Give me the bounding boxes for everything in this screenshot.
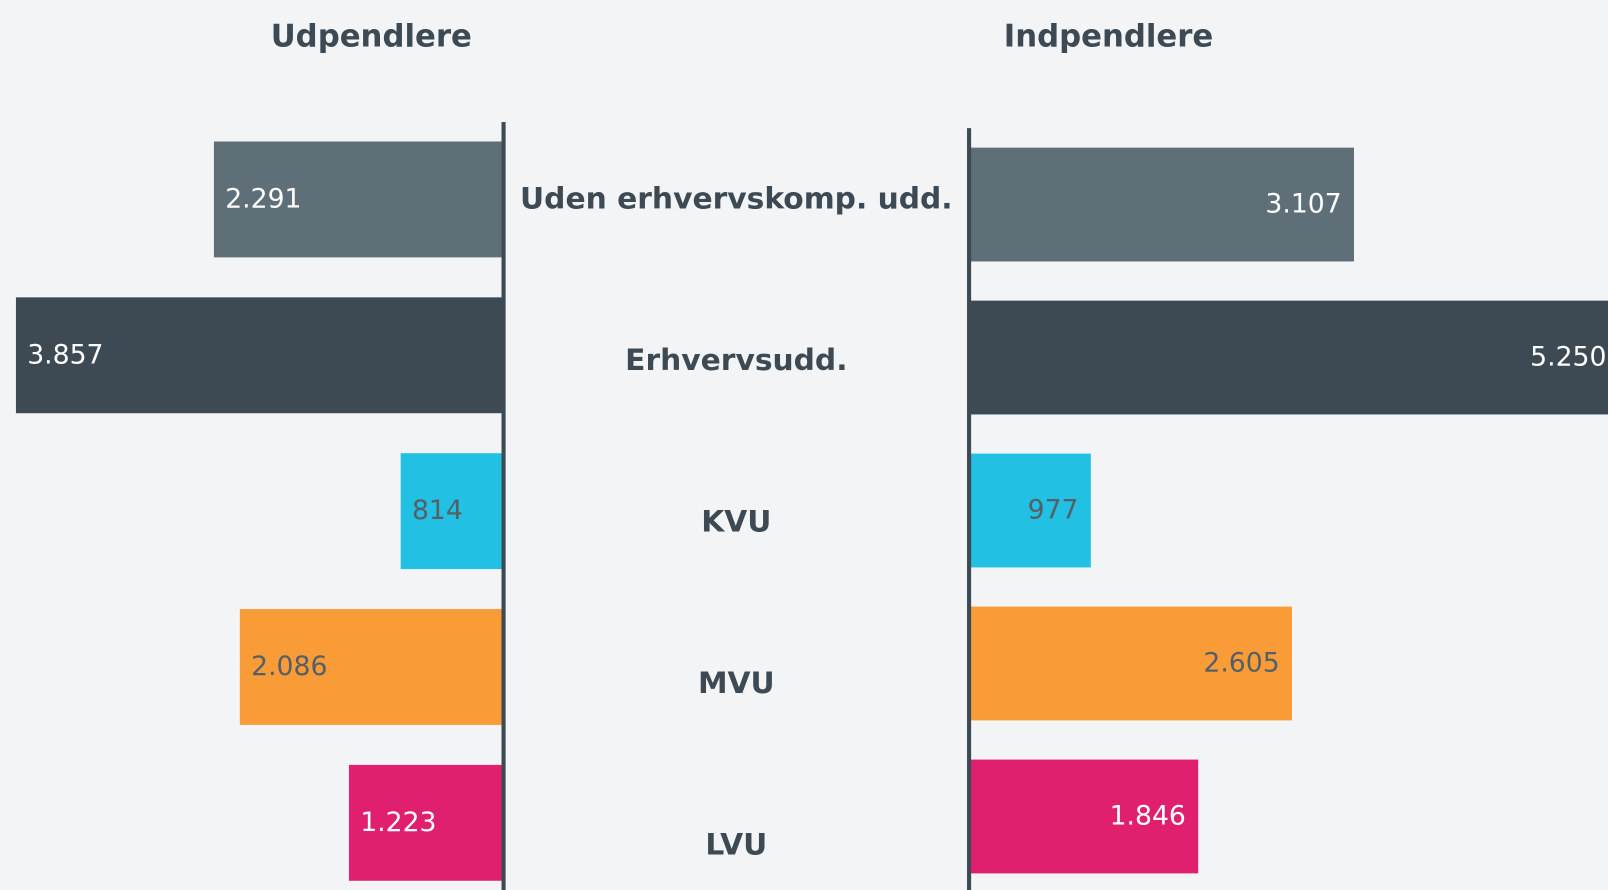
bar [348,764,504,881]
value-label: 3.857 [27,339,103,370]
series-title: Udpendlere [271,18,472,54]
bar [970,453,1091,568]
bar [970,147,1354,262]
category-label: LVU [705,827,767,862]
value-label: 1.846 [1110,800,1186,831]
value-label: 977 [1028,495,1079,526]
value-label: 814 [412,495,463,526]
bar [15,297,504,414]
value-label: 1.223 [360,807,436,838]
value-label: 5.250 [1530,342,1606,373]
category-label: Uden erhvervskomp. udd. [520,181,953,216]
bar [970,606,1292,721]
bar [970,759,1199,874]
value-label: 2.291 [225,183,301,214]
bar [239,609,504,725]
bar [213,141,504,258]
bar [400,453,504,570]
value-label: 2.086 [251,651,327,682]
category-label: Erhvervsudd. [625,343,847,378]
bar [970,300,1608,415]
category-label: MVU [698,666,775,701]
category-label: KVU [701,504,771,539]
series-title: Indpendlere [1004,18,1214,54]
value-label: 3.107 [1265,189,1341,220]
value-label: 2.605 [1203,648,1279,679]
